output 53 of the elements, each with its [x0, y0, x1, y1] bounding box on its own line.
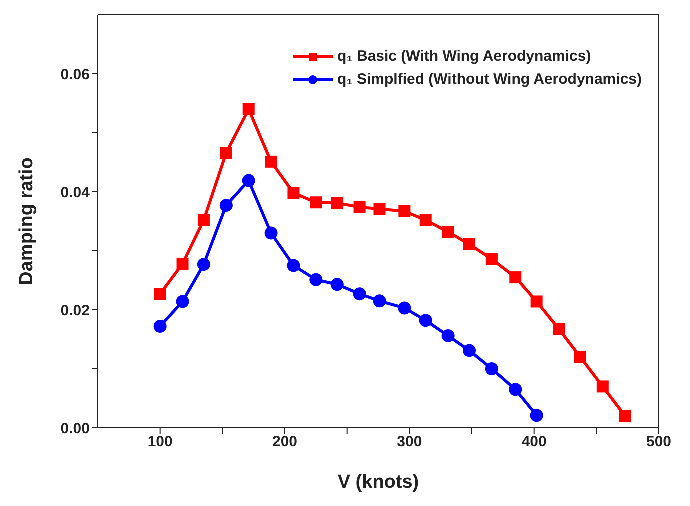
point	[420, 214, 432, 226]
point	[509, 383, 522, 396]
point	[398, 302, 412, 315]
x-tick-label: 400	[522, 434, 547, 451]
point	[442, 329, 455, 342]
point	[553, 323, 566, 336]
point	[197, 258, 210, 272]
point	[287, 259, 300, 272]
point	[510, 272, 522, 284]
point	[464, 238, 476, 251]
point	[154, 320, 167, 334]
point	[264, 226, 278, 240]
point	[354, 201, 366, 214]
legend-label: q₁ Basic (With Wing Aerodynamics)	[337, 48, 592, 65]
y-tick-label: 0.04	[60, 184, 91, 202]
y-tick-label: 0.06	[60, 66, 90, 84]
x-tick-label: 500	[646, 434, 672, 451]
point	[310, 196, 322, 209]
y-tick-label: 0.02	[60, 302, 90, 320]
y-tick-label: 0.00	[60, 420, 90, 438]
point	[398, 205, 411, 218]
x-tick-label: 100	[148, 434, 173, 451]
point	[596, 380, 609, 393]
point	[198, 214, 210, 226]
point	[619, 410, 632, 422]
point	[353, 288, 366, 301]
point	[176, 258, 189, 270]
x-axis-title: V (knots)	[338, 472, 420, 493]
point	[442, 226, 454, 238]
point	[463, 344, 476, 358]
point	[530, 296, 543, 308]
point	[176, 295, 190, 308]
point	[220, 199, 233, 212]
point	[419, 314, 432, 328]
point	[220, 147, 232, 160]
x-tick-label: 200	[272, 434, 298, 451]
legend-label: q₁ Simplfied (Without Wing Aerodynamics)	[337, 71, 642, 88]
point	[310, 273, 323, 286]
point	[485, 362, 498, 376]
y-axis-title: Damping ratio	[16, 158, 38, 286]
point	[242, 174, 256, 188]
point	[331, 197, 344, 210]
point	[265, 156, 278, 168]
point	[486, 253, 498, 266]
point	[154, 288, 166, 300]
point	[374, 203, 386, 216]
point	[530, 409, 544, 422]
point	[373, 294, 386, 308]
x-tick-label: 300	[397, 434, 422, 451]
point	[574, 351, 586, 364]
point	[288, 187, 300, 200]
point	[330, 278, 344, 292]
point	[242, 103, 255, 116]
